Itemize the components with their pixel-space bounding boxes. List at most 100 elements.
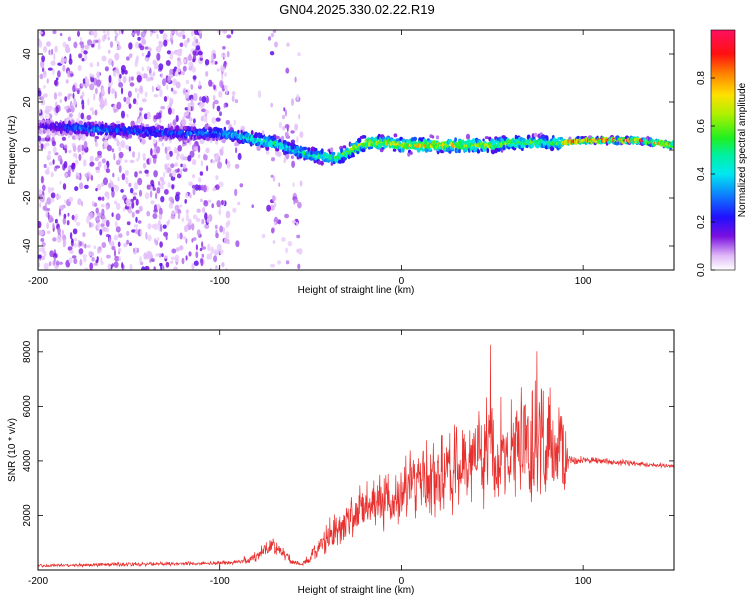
noise-speck — [199, 96, 202, 102]
noise-speck — [69, 232, 73, 240]
noise-speck — [146, 210, 151, 217]
noise-speck — [167, 162, 170, 167]
noise-speck — [64, 199, 67, 204]
noise-speck — [78, 153, 82, 161]
noise-speck — [84, 54, 88, 62]
ridge-cell — [78, 120, 84, 125]
noise-speck — [178, 245, 184, 251]
noise-speck — [231, 95, 235, 102]
noise-speck — [180, 163, 183, 168]
noise-speck — [216, 105, 221, 112]
noise-speck — [128, 53, 133, 59]
noise-speck — [73, 258, 78, 265]
noise-speck — [185, 192, 189, 199]
noise-speck — [165, 152, 171, 161]
noise-speck — [116, 140, 120, 147]
noise-speck — [134, 247, 137, 253]
noise-speck — [235, 240, 240, 248]
noise-speck — [162, 224, 167, 229]
noise-speck — [257, 90, 262, 99]
noise-speck — [156, 237, 160, 241]
noise-speck — [156, 52, 161, 61]
noise-speck — [55, 165, 61, 169]
noise-speck — [68, 149, 72, 154]
noise-speck — [129, 187, 134, 194]
noise-speck — [81, 58, 85, 62]
noise-speck — [213, 99, 219, 105]
noise-speck — [97, 196, 102, 201]
noise-speck — [166, 221, 169, 226]
noise-speck — [76, 175, 81, 179]
noise-speck — [167, 75, 172, 84]
noise-speck — [170, 87, 174, 92]
noise-speck — [96, 221, 100, 230]
noise-speck — [217, 161, 222, 169]
noise-speck — [196, 229, 201, 237]
noise-speck — [175, 81, 181, 89]
noise-speck — [75, 159, 79, 165]
noise-speck — [212, 95, 216, 101]
noise-speck — [296, 93, 300, 102]
noise-speck — [145, 76, 151, 82]
noise-speck — [46, 230, 51, 234]
ridge-cell — [357, 137, 362, 143]
noise-speck — [136, 157, 139, 162]
noise-speck — [137, 220, 142, 224]
noise-speck — [199, 102, 204, 109]
noise-speck — [203, 154, 208, 161]
noise-speck — [223, 102, 226, 109]
noise-speck — [111, 148, 115, 153]
noise-speck — [100, 261, 104, 265]
noise-speck — [76, 221, 81, 226]
noise-speck — [211, 159, 216, 164]
noise-speck — [296, 221, 299, 226]
noise-speck — [166, 50, 172, 55]
noise-speck — [67, 169, 71, 178]
noise-speck — [122, 208, 126, 212]
noise-speck — [191, 66, 196, 73]
noise-speck — [180, 71, 185, 76]
noise-speck — [144, 192, 150, 200]
noise-speck — [150, 148, 153, 156]
noise-speck — [281, 237, 286, 242]
noise-speck — [103, 33, 107, 40]
noise-speck — [283, 107, 286, 112]
noise-speck — [137, 177, 143, 186]
noise-speck — [150, 31, 153, 37]
noise-speck — [97, 38, 101, 45]
noise-speck — [134, 87, 138, 93]
colorbar: 0.0 0.2 0.4 0.6 0.8 Normalized spectral ampl… — [696, 29, 748, 277]
noise-speck — [39, 230, 44, 236]
x-tick-label: -200 — [28, 576, 48, 587]
noise-speck — [198, 177, 202, 183]
noise-speck — [205, 71, 209, 77]
noise-speck — [184, 199, 187, 204]
noise-speck — [51, 48, 54, 55]
noise-speck — [43, 45, 48, 53]
noise-speck — [94, 109, 98, 116]
noise-speck — [128, 182, 132, 188]
noise-speck — [181, 118, 187, 127]
noise-speck — [133, 224, 139, 228]
snr-y-axis-label: SNR (10 * v/v) — [7, 418, 18, 482]
noise-speck — [126, 221, 131, 226]
ridge-cell — [412, 136, 418, 141]
noise-speck — [83, 159, 87, 167]
noise-speck — [192, 214, 198, 220]
ridge-cell — [351, 151, 355, 157]
noise-speck — [290, 130, 295, 134]
noise-speck — [171, 184, 175, 190]
noise-speck — [215, 266, 221, 270]
ridge-cell — [57, 132, 61, 137]
noise-speck — [128, 42, 133, 50]
noise-speck — [198, 80, 201, 87]
noise-speck — [170, 256, 176, 260]
ridge-cell — [237, 129, 240, 135]
noise-speck — [156, 84, 162, 90]
noise-speck — [232, 90, 236, 96]
noise-speck — [182, 58, 187, 64]
noise-speck — [201, 253, 205, 258]
noise-speck — [78, 248, 84, 255]
noise-speck — [149, 73, 154, 77]
noise-speck — [142, 157, 146, 161]
